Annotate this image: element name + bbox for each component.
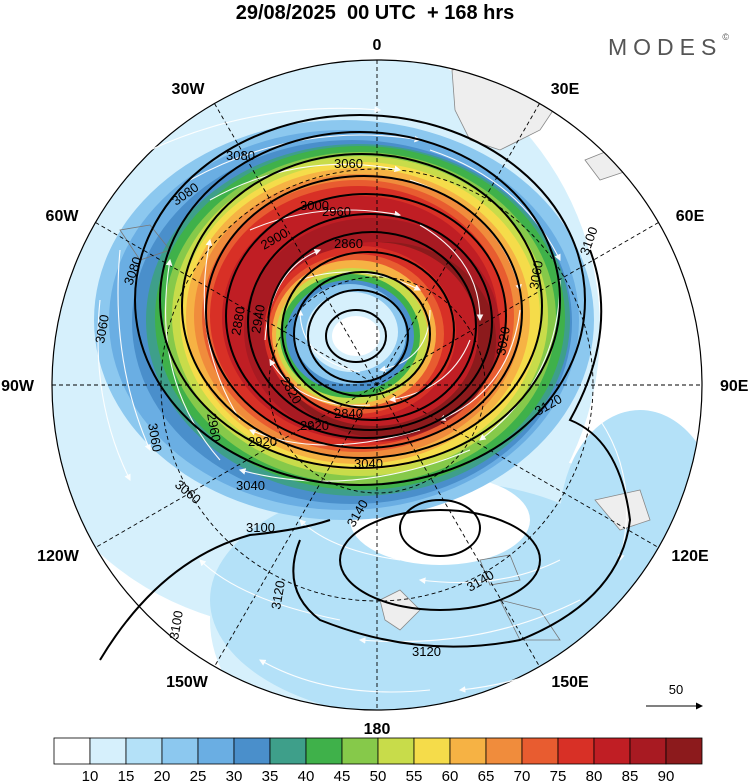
colorbar-tick-label: 80	[586, 768, 603, 782]
colorbar-tick-label: 55	[406, 768, 423, 782]
colorbar-swatch	[557, 737, 595, 765]
contour-label: 3060	[145, 422, 165, 453]
contour-label: 3120	[412, 644, 441, 659]
contour-label: 2920	[248, 434, 277, 449]
contour-label: 2860	[334, 236, 363, 251]
colorbar-swatch	[233, 737, 271, 765]
brand-mark: ©	[722, 32, 729, 42]
contour-label: 3100	[166, 609, 186, 640]
colorbar-tick-label: 10	[82, 768, 99, 782]
colorbar-tick-label: 90	[658, 768, 675, 782]
height-contours	[99, 114, 632, 661]
map-boundary	[51, 59, 703, 711]
brand-text: MODES	[608, 34, 723, 60]
contour-label: 3060	[526, 259, 546, 290]
colorbar-swatch	[53, 737, 91, 765]
contour-label: 2920	[300, 418, 329, 433]
lon-label-60e: 60E	[676, 208, 705, 225]
colorbar-swatch	[89, 737, 127, 765]
contour-label: 3040	[236, 478, 265, 493]
lon-label-90e: 90E	[720, 378, 749, 395]
colorbar-tick-label: 50	[370, 768, 387, 782]
contour-label: 3060	[92, 313, 112, 344]
wind-speed-shading	[52, 60, 702, 710]
colorbar-swatch	[377, 737, 415, 765]
contour-label: 3020	[493, 325, 513, 356]
colorbar-swatch	[305, 737, 343, 765]
colorbar-swatch	[665, 737, 703, 765]
longitude-labels: 0 30E 60E 90E 120E 150E 180 150W 120W 90…	[1, 37, 749, 738]
colorbar-tick-label: 75	[550, 768, 567, 782]
colorbar: 10 15 20 25 30 35 40 45 50 55 60 65 70 75 80 85 90	[53, 737, 703, 782]
lon-label-150e: 150E	[551, 674, 589, 691]
colorbar-swatch	[161, 737, 199, 765]
contour-label: 2960	[204, 412, 224, 443]
colorbar-swatch	[485, 737, 523, 765]
colorbar-tick-label: 35	[262, 768, 279, 782]
contour-label: 2880	[228, 305, 248, 336]
colorbar-tick-label: 15	[118, 768, 135, 782]
contour-label: 2960	[322, 204, 351, 219]
contour-label: 3000	[300, 198, 329, 213]
lon-label-60w: 60W	[46, 208, 80, 225]
colorbar-swatch	[413, 737, 451, 765]
streamlines	[97, 106, 628, 693]
colorbar-tick-label: 40	[298, 768, 315, 782]
lon-label-180: 180	[364, 721, 391, 738]
colorbar-tick-label: 25	[190, 768, 207, 782]
lon-label-120e: 120E	[671, 548, 709, 565]
colorbar-tick-label: 45	[334, 768, 351, 782]
lon-label-120w: 120W	[37, 548, 80, 565]
colorbar-tick-label: 65	[478, 768, 495, 782]
colorbar-tick-label: 60	[442, 768, 459, 782]
colorbar-swatch	[125, 737, 163, 765]
contour-label: 3100	[246, 520, 275, 535]
lon-label-150w: 150W	[166, 674, 209, 691]
contour-label: 3080	[226, 148, 255, 163]
colorbar-tick-label: 85	[622, 768, 639, 782]
contour-label: 2840	[334, 406, 363, 421]
colorbar-tick-label: 70	[514, 768, 531, 782]
colorbar-swatch	[593, 737, 631, 765]
colorbar-swatch	[197, 737, 235, 765]
lon-label-0: 0	[373, 37, 382, 54]
reference-vector-label: 50	[669, 682, 683, 697]
lon-label-90w: 90W	[1, 378, 35, 395]
graticule	[52, 60, 702, 710]
colorbar-tick-label: 20	[154, 768, 171, 782]
colorbar-swatch	[449, 737, 487, 765]
contour-label: 3120	[268, 579, 288, 610]
contour-labels: 3080 3060 3080 3080 3060 3000 2960 2900 …	[92, 148, 601, 659]
colorbar-tick-label: 30	[226, 768, 243, 782]
lon-label-30e: 30E	[551, 81, 580, 98]
colorbar-swatch	[629, 737, 667, 765]
colorbar-swatch	[521, 737, 559, 765]
brand-logo: MODES©	[608, 32, 729, 61]
contour-label: 2940	[248, 303, 268, 334]
contour-label: 3060	[334, 156, 363, 171]
map-title: 29/08/2025 00 UTC + 168 hrs	[235, 2, 515, 24]
contour-label: 3040	[354, 456, 383, 471]
colorbar-swatch	[341, 737, 379, 765]
colorbar-swatch	[269, 737, 307, 765]
lon-label-30w: 30W	[172, 81, 206, 98]
reference-vector: 50	[646, 682, 703, 710]
